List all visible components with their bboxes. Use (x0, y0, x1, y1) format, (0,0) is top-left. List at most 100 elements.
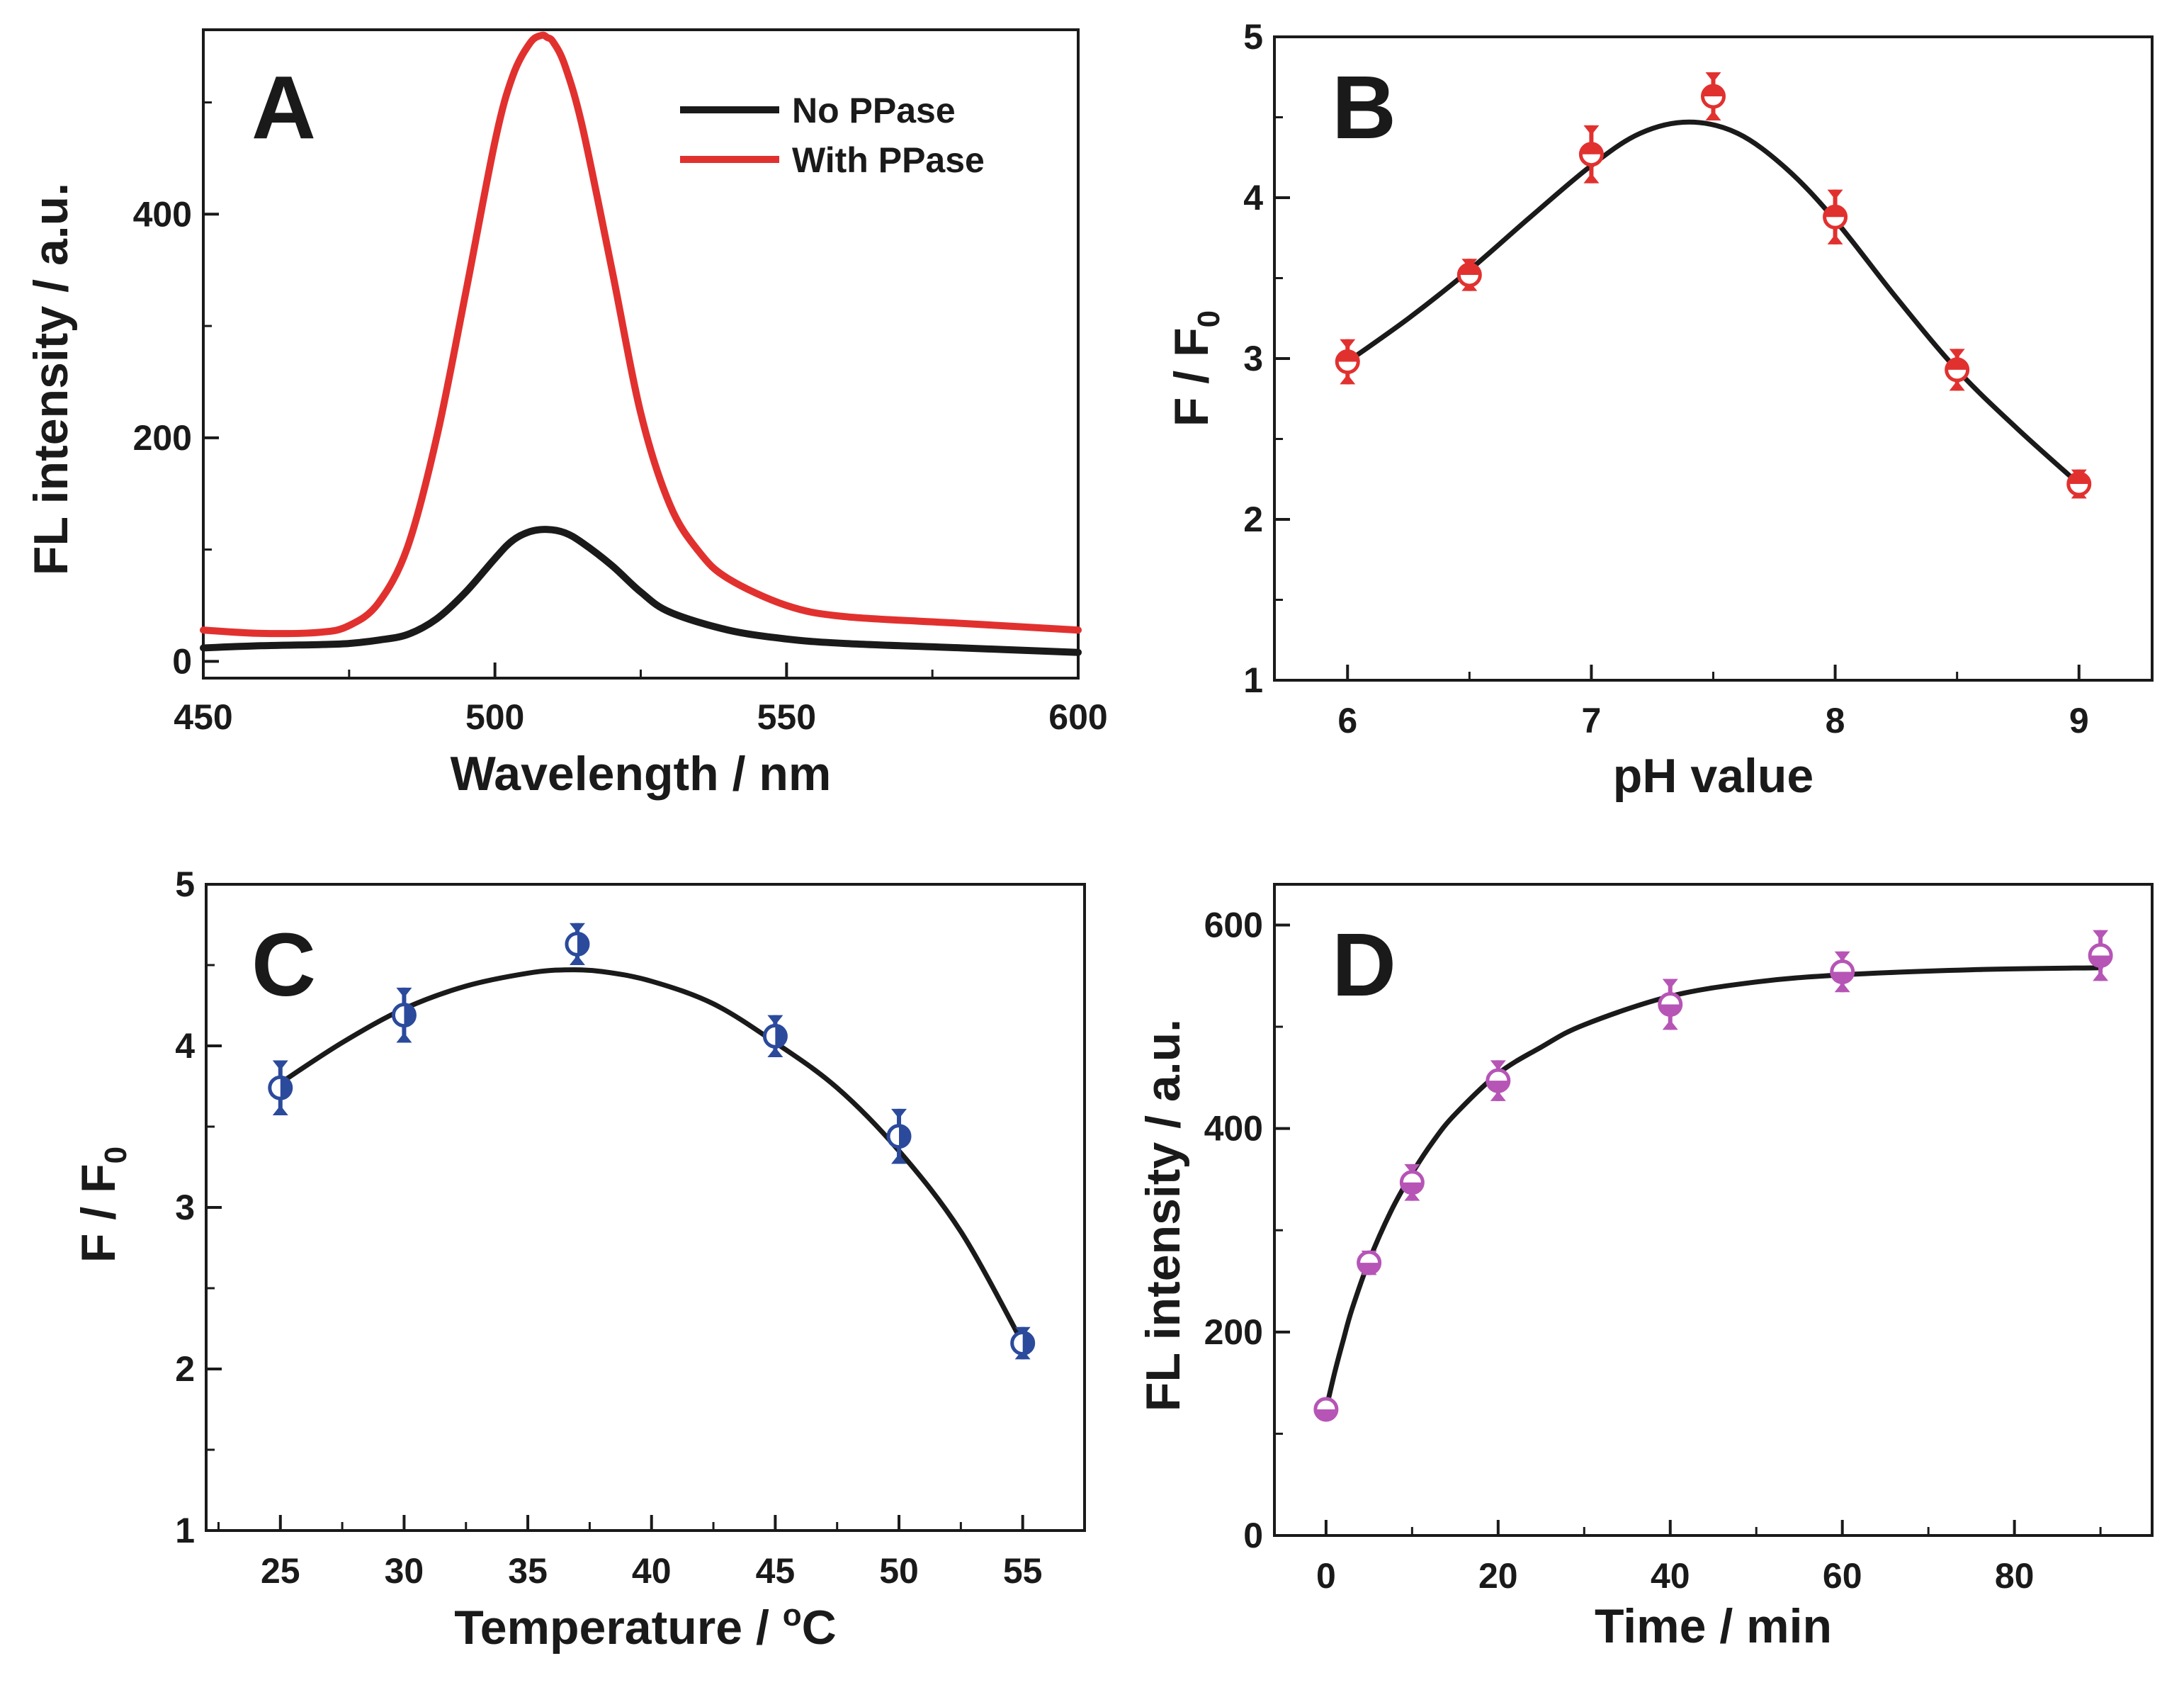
error-cap-bottom (2093, 971, 2109, 981)
marker-fill (2068, 473, 2090, 485)
panel-letter-a: A (251, 57, 316, 157)
panel-letter-d: D (1332, 915, 1396, 1015)
marker-fill (1401, 1182, 1423, 1193)
x-tick-label: 20 (1478, 1556, 1518, 1596)
error-cap-bottom (1949, 381, 1965, 391)
x-tick-label: 40 (632, 1551, 672, 1591)
x-tick-label: 550 (757, 697, 816, 737)
panel-b: 6 7 8 9 1 2 3 4 5 pH value F / F0 B (1165, 17, 2154, 803)
x-tick-label: 8 (1826, 701, 1845, 740)
x-tick-label: 600 (1048, 697, 1107, 737)
y-tick-label: 3 (1243, 339, 1263, 378)
y-tick-label: 0 (1243, 1516, 1263, 1555)
marker-fill (1487, 1081, 1509, 1092)
marker-fill (1580, 143, 1602, 154)
data-point (565, 923, 590, 965)
error-cap-bottom (272, 1105, 288, 1116)
data-point (886, 1108, 912, 1164)
error-cap-bottom (1583, 173, 1600, 184)
marker-fill (1315, 1409, 1337, 1420)
x-tick-label: 45 (756, 1551, 796, 1591)
x-axis-label: Time / min (1595, 1599, 1832, 1653)
error-cap-bottom (1340, 374, 1356, 385)
y-tick-label: 1 (1243, 660, 1263, 700)
error-cap-top (767, 1015, 783, 1025)
data-point (1335, 339, 1360, 385)
data-point (391, 987, 417, 1043)
error-cap-bottom (1834, 982, 1850, 993)
panel-d: 0 20 40 60 80 0 200 400 600 Time / min FL intensit… (1136, 883, 2154, 1653)
x-axis-label: Wavelength / nm (451, 747, 832, 801)
y-axis-label: FL intensity / a.u. (24, 183, 78, 575)
error-cap-bottom (569, 955, 585, 965)
marker-fill (1659, 1004, 1681, 1015)
error-cap-bottom (1662, 1020, 1678, 1030)
x-tick-label: 500 (465, 697, 524, 737)
y-tick-label: 0 (172, 641, 192, 681)
y-tick-label: 5 (1243, 17, 1263, 57)
data-point (268, 1060, 293, 1116)
data-point (1456, 259, 1482, 291)
marker-fill (1022, 1332, 1034, 1354)
x-tick-label: 80 (1995, 1556, 2035, 1596)
x-tick-label: 450 (174, 697, 232, 737)
y-axis-label: FL intensity / a.u. (1136, 1019, 1190, 1411)
y-axis-label-main: F / F (72, 1163, 125, 1263)
data-point (1313, 1397, 1339, 1422)
error-cap-top (891, 1108, 907, 1119)
marker-fill (1946, 359, 1968, 370)
y-tick-label: 400 (1204, 1109, 1263, 1149)
marker-fill (280, 1077, 291, 1099)
x-tick-label: 50 (879, 1551, 919, 1591)
data-point (1945, 349, 1970, 391)
legend-label: No PPase (792, 91, 956, 130)
degree-sign: o (783, 1598, 802, 1633)
series-line-no-ppase (200, 526, 1082, 656)
y-tick-label: 200 (1204, 1312, 1263, 1352)
marker-fill (1824, 206, 1846, 218)
x-tick-label: 9 (2069, 701, 2089, 740)
marker-fill (1337, 351, 1359, 362)
x-axis-label-main: Temperature / (454, 1601, 783, 1655)
fit-curve (1323, 965, 2103, 1412)
data-point (1823, 189, 1848, 244)
legend: No PPase With PPase (680, 91, 985, 180)
error-cap-top (1834, 951, 1850, 962)
x-axis-label-unit: C (802, 1601, 837, 1655)
x-axis-label: pH value (1613, 749, 1814, 803)
x-tick-label: 7 (1582, 701, 1602, 740)
panel-a: 450 500 550 600 0 200 400 Wavelength / nm FL int… (24, 28, 1108, 801)
marker-fill (2090, 955, 2112, 967)
plot-frame (1273, 35, 2154, 682)
fit-curve (278, 967, 1026, 1346)
marker-fill (577, 933, 588, 955)
x-tick-label: 40 (1651, 1556, 1690, 1596)
x-tick-label: 0 (1316, 1556, 1336, 1596)
error-cap-top (1340, 339, 1356, 349)
x-tick-label: 35 (508, 1551, 548, 1591)
x-tick-label: 25 (261, 1551, 300, 1591)
marker-fill (1702, 85, 1724, 96)
plot-frame (1273, 883, 2154, 1537)
y-tick-label: 3 (175, 1188, 195, 1227)
marker-fill (404, 1004, 415, 1026)
panel-letter-c: C (251, 915, 316, 1015)
error-cap-top (1827, 189, 1843, 200)
y-axis-label: F / F0 (1165, 310, 1226, 427)
error-cap-bottom (891, 1154, 907, 1164)
series-line-with-ppase (200, 31, 1082, 638)
data-point (1578, 125, 1604, 184)
x-tick-label: 55 (1003, 1551, 1043, 1591)
data-point (762, 1015, 788, 1057)
y-tick-label: 4 (1243, 178, 1263, 218)
x-tick-label: 60 (1823, 1556, 1862, 1596)
error-cap-bottom (1490, 1091, 1506, 1101)
data-point (1701, 72, 1726, 121)
error-cap-top (272, 1060, 288, 1071)
marker-fill (1459, 264, 1481, 275)
error-cap-bottom (767, 1047, 783, 1057)
y-tick-label: 400 (133, 194, 192, 234)
error-cap-top (2093, 930, 2109, 940)
error-cap-top (1949, 349, 1965, 359)
